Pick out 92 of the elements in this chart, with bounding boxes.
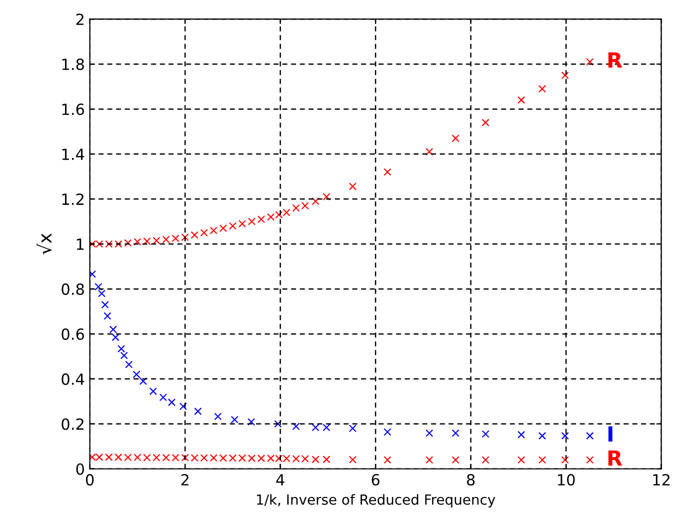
point bbox=[561, 456, 569, 464]
point bbox=[125, 360, 133, 368]
x-tick-label: 8 bbox=[466, 474, 475, 486]
point bbox=[238, 220, 246, 228]
point bbox=[452, 429, 460, 437]
x-tick-label: 6 bbox=[372, 474, 380, 486]
point bbox=[301, 202, 309, 210]
point bbox=[482, 118, 490, 126]
y-tick-label: 0 bbox=[76, 463, 84, 475]
point bbox=[482, 430, 490, 438]
point bbox=[384, 428, 392, 436]
point bbox=[117, 344, 126, 353]
x-tick-label: 4 bbox=[276, 474, 284, 486]
y-tick-label: 1.4 bbox=[62, 148, 84, 160]
point bbox=[322, 192, 330, 201]
point bbox=[482, 456, 490, 464]
point bbox=[586, 456, 594, 464]
x-tick-label: 12 bbox=[653, 474, 670, 486]
point bbox=[98, 290, 106, 298]
x-axis-title: 1/k, Inverse of Reduced Frequency bbox=[257, 494, 496, 508]
y-tick-label: 0.4 bbox=[62, 373, 84, 385]
series-label: R bbox=[608, 52, 622, 68]
point bbox=[219, 224, 227, 232]
point bbox=[517, 456, 526, 464]
point bbox=[561, 432, 569, 440]
point bbox=[248, 218, 256, 226]
point bbox=[384, 168, 392, 176]
point bbox=[149, 387, 157, 396]
point bbox=[426, 429, 434, 437]
point bbox=[228, 222, 237, 230]
point bbox=[292, 422, 300, 430]
point bbox=[200, 228, 208, 237]
x-tick-label: 2 bbox=[181, 474, 188, 486]
point bbox=[194, 407, 202, 416]
y-axis-title: √x bbox=[36, 233, 52, 255]
point bbox=[210, 226, 218, 234]
point bbox=[538, 456, 546, 464]
point bbox=[120, 352, 128, 360]
point bbox=[101, 300, 109, 309]
point bbox=[104, 312, 112, 320]
point bbox=[586, 58, 594, 66]
y-tick-label: 0.6 bbox=[62, 328, 84, 340]
point bbox=[312, 456, 320, 464]
point bbox=[132, 370, 140, 378]
series-label: R bbox=[608, 450, 622, 466]
point bbox=[247, 418, 256, 426]
y-tick-label: 1 bbox=[76, 238, 84, 250]
point bbox=[109, 326, 117, 334]
point bbox=[586, 432, 594, 440]
point bbox=[124, 239, 132, 247]
point bbox=[561, 72, 569, 80]
point bbox=[538, 85, 546, 93]
point bbox=[168, 398, 176, 406]
point bbox=[426, 456, 434, 464]
point bbox=[292, 204, 300, 212]
point bbox=[517, 430, 526, 439]
point bbox=[322, 456, 330, 464]
point bbox=[162, 236, 170, 244]
point bbox=[348, 182, 357, 190]
point bbox=[90, 270, 96, 278]
point bbox=[190, 231, 198, 239]
point bbox=[452, 134, 460, 142]
point bbox=[348, 424, 357, 432]
point bbox=[348, 456, 357, 464]
x-tick-label: 10 bbox=[558, 474, 575, 486]
y-tick-label: 0.2 bbox=[62, 418, 84, 430]
y-tick-label: 1.6 bbox=[62, 104, 84, 116]
point bbox=[322, 424, 330, 432]
point bbox=[517, 96, 526, 104]
point bbox=[312, 424, 320, 432]
point bbox=[257, 215, 266, 224]
point bbox=[426, 148, 434, 156]
point bbox=[538, 432, 546, 440]
series-label: I bbox=[608, 426, 612, 442]
point bbox=[181, 233, 189, 242]
point bbox=[452, 456, 460, 464]
point bbox=[230, 416, 238, 424]
point bbox=[384, 456, 392, 464]
point bbox=[214, 412, 222, 420]
point bbox=[94, 282, 102, 291]
point bbox=[274, 420, 282, 428]
y-tick-label: 1.8 bbox=[62, 58, 84, 70]
y-tick-label: 1.2 bbox=[62, 193, 84, 205]
point bbox=[112, 334, 120, 342]
point bbox=[139, 377, 147, 385]
y-tick-label: 2 bbox=[76, 14, 84, 25]
x-tick-label: 0 bbox=[86, 474, 94, 486]
point bbox=[312, 197, 320, 206]
point bbox=[179, 402, 187, 410]
point bbox=[159, 394, 167, 402]
y-tick-label: 0.8 bbox=[62, 283, 84, 295]
point bbox=[172, 234, 180, 242]
